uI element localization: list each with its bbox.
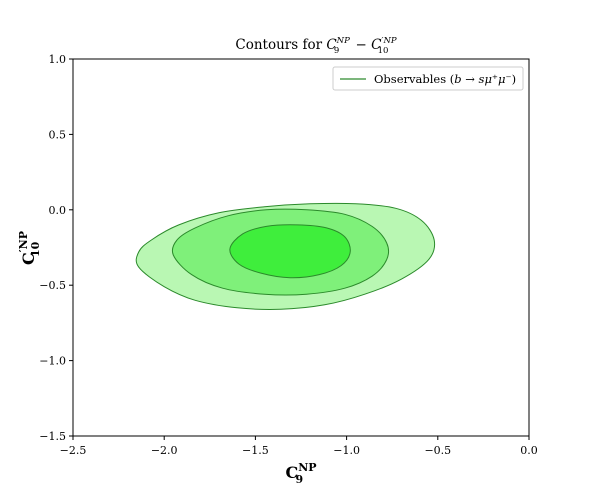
x-tick-label: −2.0 (151, 444, 178, 457)
y-tick-label: −1.5 (39, 430, 66, 443)
ylabel-sup: ′NP (17, 231, 30, 252)
legend-label-observables: Observables (b → sμ⁺μ⁻) (374, 72, 516, 86)
y-tick-label: −0.5 (39, 279, 66, 292)
xlabel-sup: NP (298, 461, 316, 474)
legend-label-suffix: ) (512, 72, 517, 86)
legend-box (332, 66, 524, 91)
x-tick-label: 0.0 (520, 444, 538, 457)
y-tick-label: −1.0 (39, 355, 66, 368)
xlabel-sub: 9 (296, 473, 304, 486)
y-tick-label: 1.0 (49, 53, 67, 66)
plot-frame (72, 58, 530, 437)
title-minus: − (351, 37, 371, 53)
x-tick-label: −1.0 (333, 444, 360, 457)
legend-label-math: b → sμ⁺μ⁻ (454, 72, 511, 86)
title-c10-sub: 10 (378, 46, 389, 56)
axis-ticks: −2.5 −2.0 −1.5 −1.0 −0.5 0.0 −1.5 −1.0 −0.5 0.0 0.… (39, 53, 537, 457)
title-prefix: Contours for (235, 37, 326, 53)
title-c10-sup: ′NP (382, 36, 397, 46)
y-tick-label: 0.0 (49, 204, 67, 217)
legend-label-prefix: Observables ( (374, 72, 454, 86)
x-tick-label: −1.5 (242, 444, 269, 457)
title-c9-sub: 9 (334, 46, 339, 56)
x-tick-label: −2.5 (60, 444, 87, 457)
title-c9: C (326, 37, 337, 53)
title-c10: C (371, 37, 382, 53)
y-axis-label: C′NP10 (17, 231, 42, 265)
chart-title: Contours for CNP 9 − C′NP 10 (235, 36, 397, 56)
legend: Observables (b → sμ⁺μ⁻) (332, 66, 524, 91)
contour-1sigma (229, 224, 351, 279)
y-tick-label: 0.5 (49, 128, 67, 141)
xlabel-base: C (285, 463, 298, 482)
x-axis-label: CNP 9 (285, 461, 316, 486)
title-c9-sup: NP (336, 36, 350, 46)
x-tick-label: −0.5 (424, 444, 451, 457)
ylabel-base: C (19, 252, 38, 265)
ylabel-sub: 10 (29, 241, 42, 257)
contour-regions (135, 202, 436, 310)
